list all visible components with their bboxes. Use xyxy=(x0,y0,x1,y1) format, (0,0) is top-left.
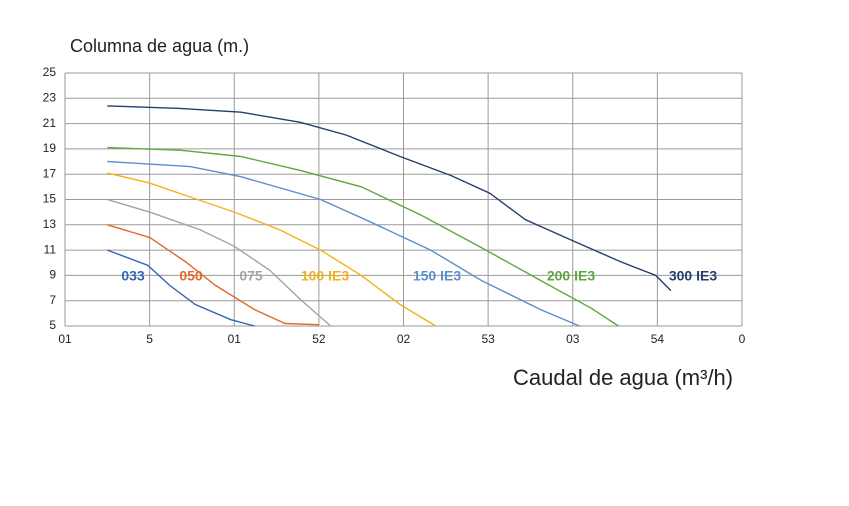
curve-label: 300 IE3 xyxy=(669,268,717,284)
y-tick-label: 9 xyxy=(49,268,56,282)
x-tick-label: 03 xyxy=(566,332,580,346)
curve xyxy=(107,224,319,326)
curve xyxy=(107,160,580,327)
y-tick-label: 5 xyxy=(49,318,56,332)
x-tick-label: 0 xyxy=(739,332,746,346)
curve xyxy=(107,249,255,327)
y-tick-label: 13 xyxy=(43,217,57,231)
y-tick-label: 11 xyxy=(44,242,57,256)
y-tick-label: 19 xyxy=(43,141,57,155)
x-tick-label: 52 xyxy=(312,332,326,346)
x-tick-label: 01 xyxy=(228,332,242,346)
y-tick-label: 21 xyxy=(43,116,57,130)
y-tick-label: 15 xyxy=(43,192,57,206)
x-tick-label: 5 xyxy=(146,332,153,346)
curve-label: 100 IE3 xyxy=(301,268,349,284)
curve-label: 200 IE3 xyxy=(547,268,595,284)
y-tick-label: 25 xyxy=(43,65,57,79)
x-tick-label: 01 xyxy=(58,332,72,346)
y-tick-label: 17 xyxy=(43,166,57,180)
x-tick-label: 53 xyxy=(481,332,495,346)
y-tick-label: 23 xyxy=(43,90,57,104)
curve xyxy=(107,172,437,327)
curve xyxy=(107,146,619,327)
y-axis-title: Columna de agua (m.) xyxy=(70,36,249,56)
x-tick-label: 54 xyxy=(651,332,665,346)
curve xyxy=(107,105,672,292)
curve-label: 150 IE3 xyxy=(413,268,461,284)
y-tick-label: 7 xyxy=(49,293,56,307)
curve-label: 033 xyxy=(121,268,145,284)
curve-label: 050 xyxy=(179,268,203,284)
curve xyxy=(107,198,332,327)
curve-label: 075 xyxy=(239,268,263,284)
x-tick-label: 02 xyxy=(397,332,411,346)
x-axis-title: Caudal de agua (m³/h) xyxy=(513,365,733,390)
